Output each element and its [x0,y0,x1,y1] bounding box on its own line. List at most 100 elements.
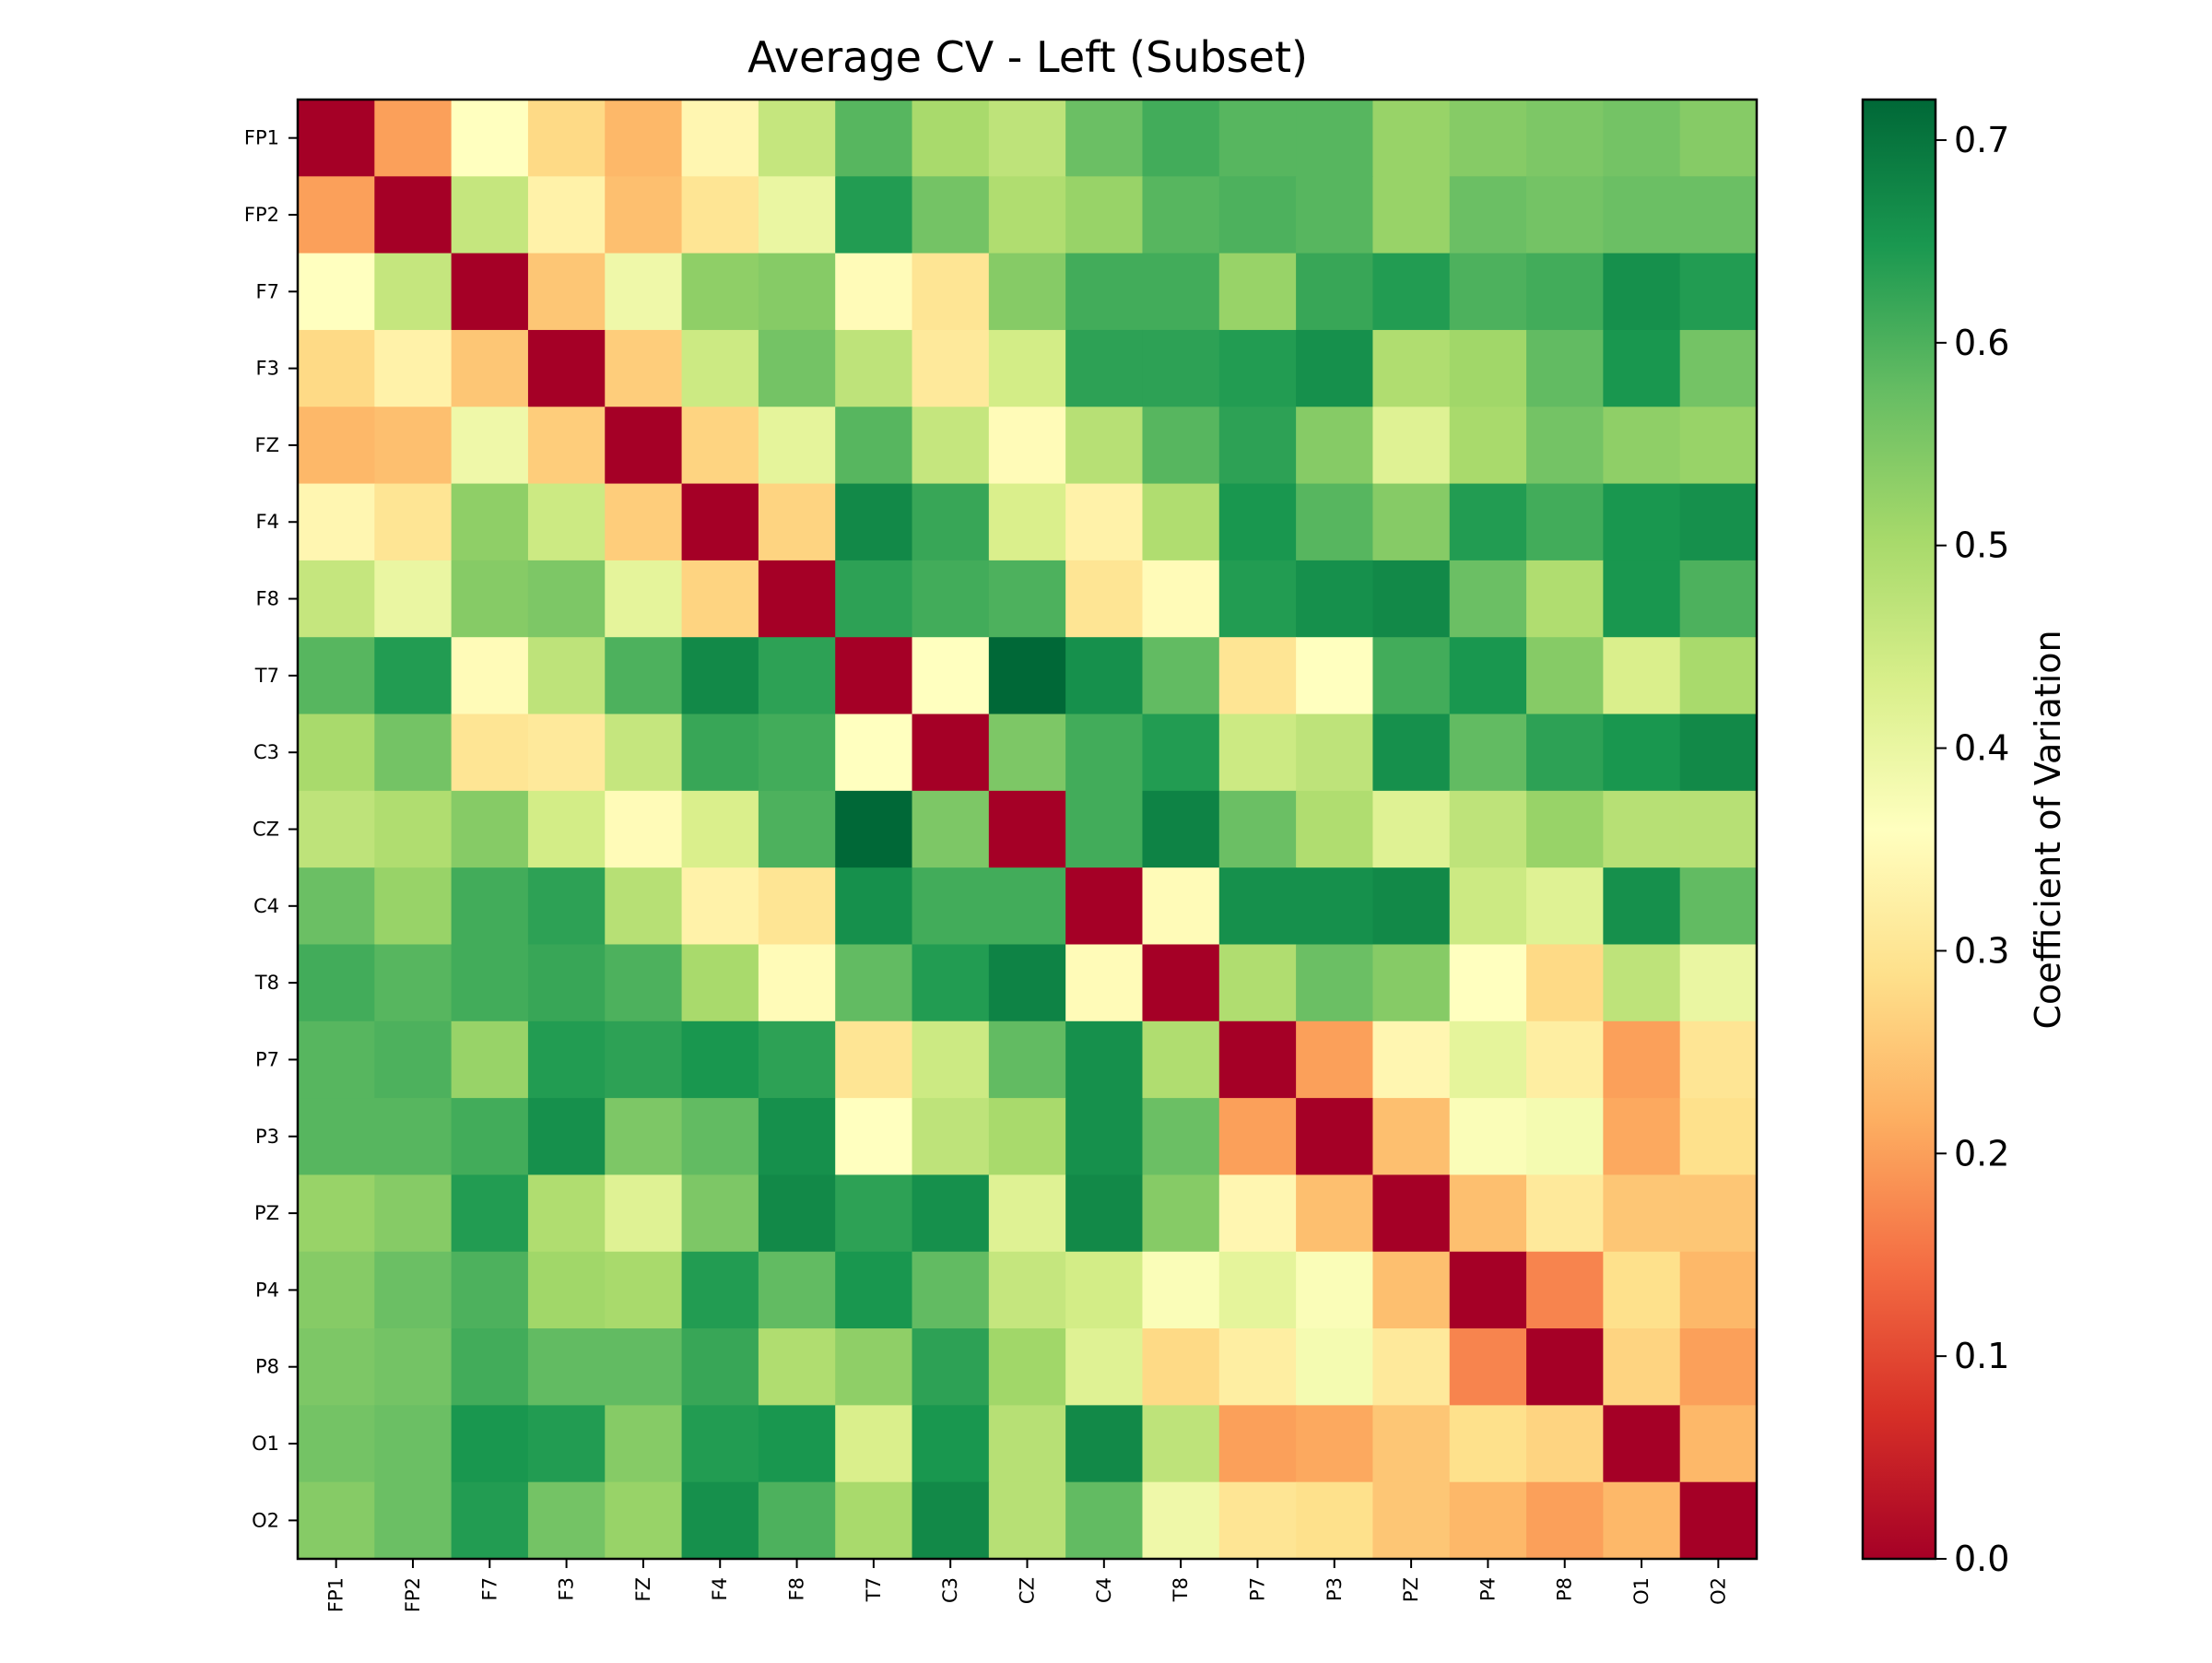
x-tick-label: P7 [1246,1577,1268,1601]
heatmap-cell-P7-T8 [1142,1020,1220,1099]
heatmap-cell-FP1-CZ [988,100,1066,177]
heatmap-cell-F3-O1 [1603,329,1681,407]
heatmap-cell-P3-T7 [835,1098,913,1176]
heatmap-cell-FZ-FP1 [298,407,375,485]
heatmap-cell-O2-F8 [758,1481,836,1560]
x-axis-ticks: FP1 FP2 F7 F3 FZ F4 F8 T7 C3 CZ C4 T8 P7 P3 PZ P4 P8 O1 O2 [325,1559,1729,1612]
heatmap-cell-FZ-P4 [1449,407,1527,485]
x-tick-label: FP1 [325,1577,347,1612]
heatmap-cell-P8-F7 [451,1328,529,1406]
heatmap-cell-P8-T8 [1142,1328,1220,1406]
heatmap-cell-C3-C4 [1065,714,1144,792]
heatmap-cell-C4-O2 [1679,867,1758,946]
heatmap-cell-O1-P7 [1218,1405,1297,1483]
heatmap-cell-F8-FP2 [374,560,453,638]
heatmap-cell-P3-CZ [988,1098,1066,1176]
heatmap-cell-P7-FZ [605,1020,683,1099]
colorbar-label: Coefficient of Variation [2028,630,2068,1029]
x-tick-label: T7 [863,1577,885,1602]
heatmap-cell-P3-P8 [1526,1098,1604,1176]
heatmap-cell-P8-F3 [527,1328,606,1406]
heatmap-cell-C4-P4 [1449,867,1527,946]
heatmap-cell-FZ-O1 [1603,407,1681,485]
x-tick-label: T8 [1170,1577,1192,1602]
heatmap-cell-T8-F4 [681,944,759,1022]
y-tick-label: F8 [256,588,279,610]
heatmap-cell-FZ-C3 [912,407,990,485]
heatmap-cell-P8-C3 [912,1328,990,1406]
heatmap-cell-T8-FZ [605,944,683,1022]
heatmap-cell-T7-P3 [1296,637,1374,715]
heatmap-cell-F8-F4 [681,560,759,638]
heatmap-cell-FP1-T7 [835,100,913,177]
heatmap-cell-FP1-T8 [1142,100,1220,177]
heatmap-cell-F3-P8 [1526,329,1604,407]
heatmap-cell-T8-C4 [1065,944,1144,1022]
heatmap-cell-F8-F7 [451,560,529,638]
heatmap-cell-P4-T8 [1142,1251,1220,1329]
y-tick-label: F7 [256,280,279,302]
heatmap-cell-C4-C4 [1065,867,1144,946]
heatmap-cell-P8-PZ [1372,1328,1451,1406]
heatmap-cell-O1-F3 [527,1405,606,1483]
heatmap-cell-C3-FZ [605,714,683,792]
heatmap-cell-PZ-FP2 [374,1174,453,1253]
heatmap-cell-CZ-FZ [605,790,683,868]
heatmap-cell-C4-FP1 [298,867,375,946]
heatmap-cell-P8-O1 [1603,1328,1681,1406]
x-tick-label: CZ [1017,1577,1039,1604]
heatmap-cell-C3-P7 [1218,714,1297,792]
heatmap-cell-FZ-P8 [1526,407,1604,485]
colorbar-tick-label: 0.5 [1954,525,2009,566]
heatmap-cell-P7-FP2 [374,1020,453,1099]
heatmap-cell-FP1-C4 [1065,100,1144,177]
y-tick-label: CZ [253,819,279,841]
y-tick-label: O1 [252,1433,279,1455]
heatmap-cell-F7-CZ [988,253,1066,331]
heatmap-cell-P4-F8 [758,1251,836,1329]
heatmap-cell-T8-P7 [1218,944,1297,1022]
heatmap-cell-P7-O1 [1603,1020,1681,1099]
colorbar-tick-label: 0.0 [1954,1539,2009,1579]
colorbar: 0.0 0.1 0.2 0.3 0.4 0.5 0.6 0.7 [1861,98,2009,1579]
x-tick-label: FP2 [402,1577,424,1612]
heatmap-cell-FP2-T8 [1142,176,1220,254]
x-tick-label: F4 [709,1577,731,1600]
x-tick-label: PZ [1400,1577,1422,1602]
heatmap-cell-P7-O2 [1679,1020,1758,1099]
y-axis-ticks: FP1 FP2 F7 F3 FZ F4 F8 T7 C3 CZ C4 T8 P7 P3 PZ P4 P8 O1 O2 [244,127,298,1531]
y-tick-label: FP1 [244,127,279,149]
colorbar-tick-label: 0.3 [1954,930,2009,971]
heatmap-cell-O1-O1 [1603,1405,1681,1483]
heatmap-cell-T7-T8 [1142,637,1220,715]
heatmap-cell-P7-P7 [1218,1020,1297,1099]
heatmap-cell-C3-T7 [835,714,913,792]
heatmap-cell-C3-F7 [451,714,529,792]
heatmap-cell-T7-P7 [1218,637,1297,715]
heatmap-cell-FP1-C3 [912,100,990,177]
heatmap-cell-FP2-FP1 [298,176,375,254]
heatmap-cell-CZ-P8 [1526,790,1604,868]
heatmap-cell-PZ-PZ [1372,1174,1451,1253]
heatmap-cell-O1-FP2 [374,1405,453,1483]
heatmap-cell-PZ-T7 [835,1174,913,1253]
heatmap-cell-T8-T8 [1142,944,1220,1022]
heatmap-cell-P3-T8 [1142,1098,1220,1176]
heatmap-cells [298,100,1758,1560]
heatmap-cell-P4-FP2 [374,1251,453,1329]
y-tick-label: PZ [254,1202,279,1224]
heatmap-cell-P4-FZ [605,1251,683,1329]
heatmap-cell-C4-F3 [527,867,606,946]
heatmap-cell-CZ-C4 [1065,790,1144,868]
heatmap-cell-P4-F3 [527,1251,606,1329]
heatmap-cell-O2-FZ [605,1481,683,1560]
heatmap-cell-FZ-T8 [1142,407,1220,485]
heatmap-cell-P4-FP1 [298,1251,375,1329]
colorbar-tick-label: 0.6 [1954,323,2009,363]
heatmap-cell-FZ-F7 [451,407,529,485]
heatmap-cell-F4-O1 [1603,483,1681,561]
y-tick-label: F3 [256,358,279,380]
heatmap-cell-T7-O2 [1679,637,1758,715]
heatmap-cell-C4-FP2 [374,867,453,946]
heatmap-cell-FZ-CZ [988,407,1066,485]
